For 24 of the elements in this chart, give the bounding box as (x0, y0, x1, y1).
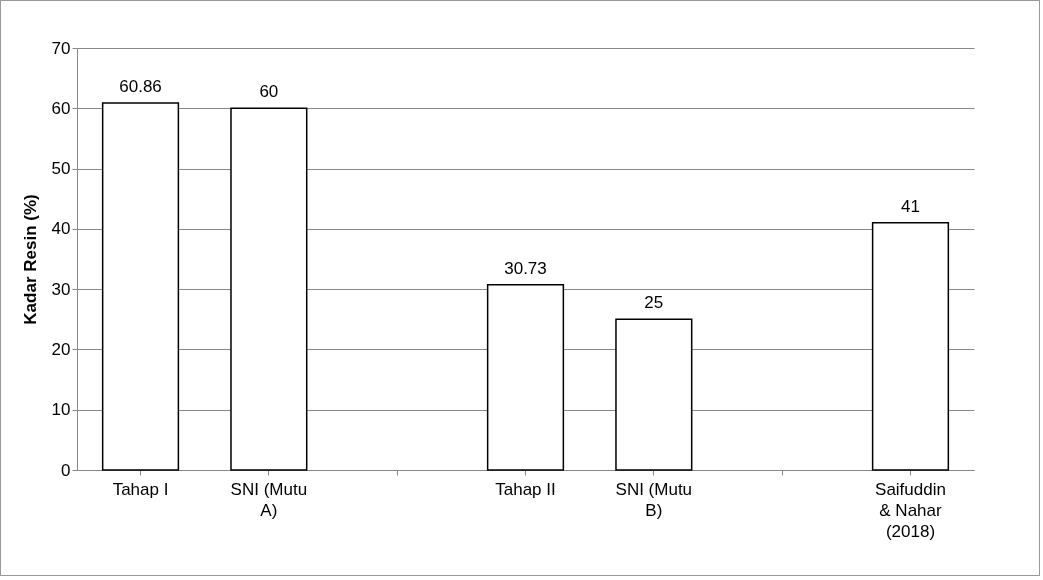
y-tick-label: 50 (51, 159, 71, 179)
y-tick-label: 20 (51, 339, 71, 359)
data-label: 60.86 (119, 77, 162, 97)
y-tick-label: 60 (51, 98, 71, 118)
x-tick-label: Saifuddin & Nahar (2018) (875, 479, 946, 541)
bar (230, 107, 308, 471)
y-tick-label: 70 (51, 38, 71, 58)
bar (101, 102, 180, 471)
data-label: 41 (901, 196, 920, 216)
x-tick-label: Tahap II (495, 479, 556, 499)
y-tick-label: 40 (51, 219, 71, 239)
y-tick-label: 30 (51, 279, 71, 299)
data-label: 25 (644, 293, 664, 313)
bar (871, 222, 950, 471)
x-tick-label: SNI (Mutu B) (615, 479, 693, 520)
y-tick-label: 10 (51, 400, 71, 420)
y-axis-title: Kadar Resin (%) (20, 194, 40, 325)
data-label: 60 (259, 82, 279, 102)
y-tick-label: 0 (61, 460, 71, 480)
bar (615, 318, 693, 471)
x-tick-label: SNI (Mutu A) (230, 479, 308, 520)
bar (486, 283, 565, 471)
x-tick-label: Tahap I (112, 479, 169, 499)
data-label: 30.73 (504, 258, 547, 278)
